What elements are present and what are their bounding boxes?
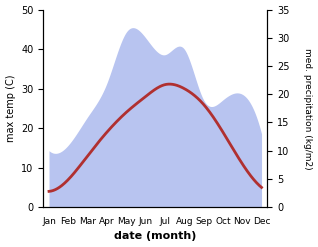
Y-axis label: max temp (C): max temp (C) bbox=[5, 75, 16, 142]
Y-axis label: med. precipitation (kg/m2): med. precipitation (kg/m2) bbox=[303, 48, 313, 169]
X-axis label: date (month): date (month) bbox=[114, 231, 197, 242]
